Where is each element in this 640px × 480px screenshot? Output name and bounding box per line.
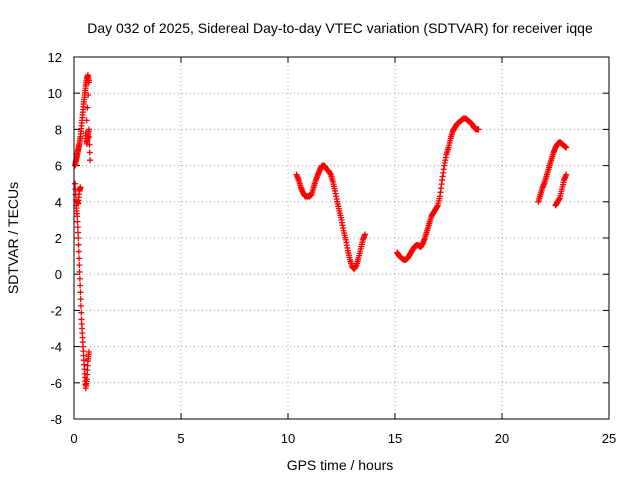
data-point [74, 198, 81, 205]
data-point [75, 248, 82, 255]
y-tick-label: 10 [48, 86, 62, 101]
series-arc-3 [394, 115, 482, 263]
data-point [76, 268, 83, 275]
data-point [76, 262, 83, 269]
data-point [77, 302, 84, 309]
y-tick-label: -2 [50, 303, 62, 318]
x-tick-label: 10 [281, 431, 295, 446]
data-point [83, 117, 90, 124]
data-point [86, 141, 93, 148]
x-tick-label: 15 [388, 431, 402, 446]
data-point [78, 309, 85, 316]
data-point [76, 275, 83, 282]
y-tick-label: -4 [50, 340, 62, 355]
data-point [75, 229, 82, 236]
data-point [74, 213, 81, 220]
data-point [77, 296, 84, 303]
y-tick-label: -6 [50, 376, 62, 391]
series-arc-4b [552, 171, 570, 209]
y-tick-label: 2 [55, 231, 62, 246]
y-tick-label: -8 [50, 412, 62, 427]
x-tick-label: 25 [602, 431, 616, 446]
data-point [74, 218, 81, 225]
data-points [72, 72, 570, 392]
y-axis-label: SDTVAR / TECUs [5, 182, 21, 294]
data-point [75, 235, 82, 241]
y-tick-label: 0 [55, 267, 62, 282]
x-tick-label: 5 [177, 431, 184, 446]
x-axis-ticks: 0 5 10 15 20 25 [70, 57, 616, 446]
y-tick-label: 4 [55, 195, 62, 210]
data-point [74, 224, 81, 231]
data-point [77, 282, 84, 289]
data-point [84, 104, 91, 111]
data-point [563, 144, 570, 151]
series-arc-4a [535, 139, 570, 205]
data-point [86, 134, 93, 141]
chart-title: Day 032 of 2025, Sidereal Day-to-day VTE… [87, 20, 593, 36]
data-point [76, 255, 83, 262]
data-point [85, 92, 92, 99]
data-point [72, 180, 79, 187]
data-point [475, 126, 482, 133]
y-tick-label: 8 [55, 122, 62, 137]
data-point [87, 157, 94, 164]
data-point [85, 79, 92, 86]
data-point [362, 231, 369, 238]
x-tick-label: 0 [70, 431, 77, 446]
grid-lines [74, 57, 609, 419]
series-arc-1a [72, 180, 92, 392]
data-point [85, 349, 92, 356]
data-point [86, 149, 93, 156]
series-arc-1b [72, 72, 94, 207]
y-axis-ticks: -8 -6 -4 -2 0 2 4 6 8 10 12 [48, 50, 609, 427]
x-tick-label: 20 [495, 431, 509, 446]
data-point [85, 126, 92, 133]
data-point [75, 241, 82, 248]
y-tick-label: 6 [55, 159, 62, 174]
data-point [563, 171, 570, 178]
x-axis-label: GPS time / hours [287, 457, 394, 473]
data-point [77, 289, 84, 296]
plot-frame [73, 56, 610, 420]
series-arc-2 [293, 162, 369, 272]
y-tick-label: 12 [48, 50, 62, 65]
